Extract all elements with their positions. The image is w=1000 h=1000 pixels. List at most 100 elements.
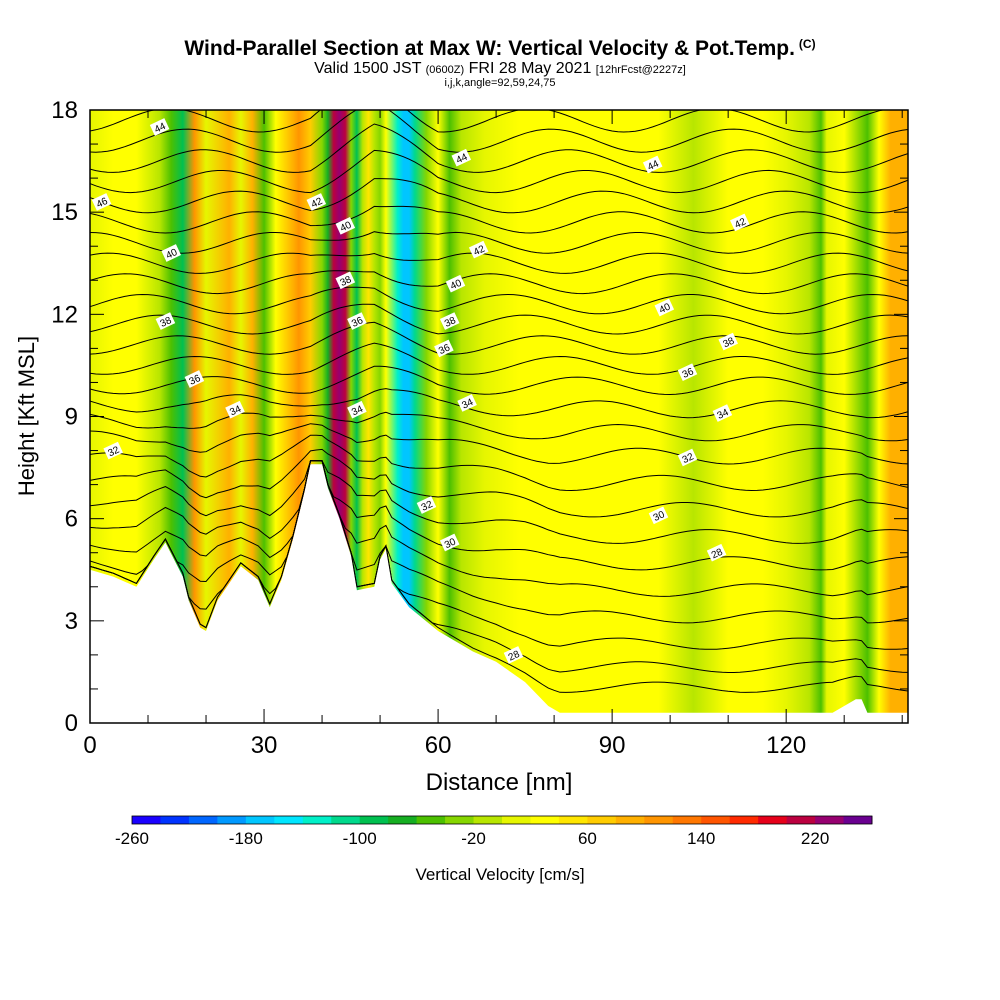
theta-contour-line	[90, 460, 908, 624]
y-tick-label: 6	[65, 506, 78, 533]
theta-contour-line	[90, 149, 908, 194]
x-tick-label: 90	[599, 732, 626, 759]
theta-contour-line	[90, 286, 908, 315]
contour-label-text: 34	[716, 407, 731, 422]
contour-label-text: 40	[449, 278, 464, 293]
colorbar-swatch	[302, 816, 332, 824]
theta-contour-line	[90, 460, 908, 650]
contour-label-text: 44	[455, 152, 470, 167]
theta-contour-line	[90, 423, 908, 465]
colorbar-swatch	[815, 816, 845, 824]
contour-label-text: 32	[420, 499, 435, 514]
theta-contour-labels: 28 28 30 30 32 32 32 34 34 34 34 36 36 36 36 38 38 38 38 40…	[91, 118, 750, 664]
colorbar-swatch	[217, 816, 247, 824]
colorbar-tick-label: 140	[687, 829, 715, 848]
colorbar-swatch	[132, 816, 161, 824]
colorbar-swatch	[388, 816, 418, 824]
contour-label: 42	[730, 213, 750, 232]
colorbar-swatch	[587, 816, 617, 824]
colorbar-swatch	[729, 816, 759, 824]
contour-label-text: 34	[460, 397, 475, 412]
theta-contour-line	[90, 231, 908, 254]
contour-label-text: 42	[733, 216, 748, 231]
theta-contour-line	[90, 411, 908, 442]
contour-label-text: 44	[153, 121, 168, 136]
contour-label: 34	[457, 394, 477, 412]
contour-label: 40	[335, 216, 356, 235]
colorbar-swatch	[274, 816, 304, 824]
colorbar-swatch	[331, 816, 361, 824]
contour-label: 36	[677, 363, 698, 382]
theta-contour-line	[90, 270, 908, 295]
contour-label: 32	[416, 496, 437, 514]
y-axis-label: Height [Kft MSL]	[14, 336, 39, 496]
contour-label-text: 28	[710, 547, 725, 562]
y-tick-label: 9	[65, 404, 78, 431]
contour-label-text: 34	[350, 404, 365, 419]
colorbar-swatch	[473, 816, 503, 824]
contour-label-text: 38	[721, 335, 736, 350]
contour-label: 36	[434, 339, 454, 358]
contour-label: 32	[677, 448, 698, 467]
contour-label: 40	[445, 274, 466, 293]
contour-label: 44	[451, 148, 472, 167]
contour-label: 32	[103, 441, 123, 460]
colorbar-swatch	[445, 816, 475, 824]
theta-contour-line	[90, 342, 908, 375]
contour-label: 40	[654, 298, 675, 317]
contour-label-text: 36	[681, 366, 696, 381]
contour-label-text: 44	[646, 158, 661, 173]
contour-label-text: 32	[106, 444, 121, 459]
contour-label: 40	[161, 244, 181, 262]
chart-subtitle: Valid 1500 JST (0600Z) FRI 28 May 2021 […	[314, 60, 686, 77]
contour-label-text: 36	[350, 315, 365, 330]
colorbar-border	[131, 815, 873, 825]
contour-label-text: 40	[339, 220, 354, 235]
theta-contour-line	[90, 365, 908, 396]
theta-contours	[90, 110, 908, 693]
contour-label-text: 40	[164, 247, 179, 262]
colorbar-swatch	[188, 816, 218, 824]
plot-frame	[89, 109, 909, 724]
contour-label: 34	[347, 400, 367, 419]
contour-label-text: 34	[228, 404, 243, 419]
contour-label-text: 46	[95, 196, 110, 211]
colorbar-tick-label: -180	[229, 829, 263, 848]
contour-label: 30	[439, 533, 460, 552]
contour-label-text: 42	[472, 243, 487, 258]
theta-contour-line	[90, 460, 908, 544]
colorbar-swatch	[359, 816, 389, 824]
colorbar-swatch	[701, 816, 731, 824]
colorbar-tick-label: 60	[578, 829, 597, 848]
contour-label-text: 30	[652, 509, 667, 524]
y-tick-label: 0	[65, 710, 78, 737]
x-axis-label: Distance [nm]	[426, 769, 573, 796]
contour-label: 36	[347, 312, 367, 330]
theta-contour-line	[90, 252, 908, 274]
terrain	[90, 464, 908, 723]
colorbar-tick-label: -100	[343, 829, 377, 848]
colorbar-swatch	[672, 816, 702, 824]
colorbar-swatch	[416, 816, 446, 824]
theta-contour-line	[90, 434, 908, 492]
colorbar-swatch	[502, 816, 531, 824]
contour-label: 38	[439, 312, 460, 330]
theta-contour-line	[90, 460, 908, 571]
contour-label: 30	[648, 506, 669, 525]
contour-label-text: 36	[188, 373, 203, 388]
theta-contour-line	[90, 460, 908, 597]
contour-label: 44	[642, 155, 663, 174]
contour-label-text: 38	[159, 315, 174, 330]
x-tick-label: 60	[425, 732, 452, 759]
colorbar-swatch	[558, 816, 588, 824]
colorbar-tick-label: 220	[801, 829, 829, 848]
theta-contour-line	[90, 388, 908, 419]
contour-label: 36	[184, 370, 205, 388]
contour-label: 28	[503, 646, 524, 664]
theta-contour-line	[90, 123, 908, 173]
y-tick-label: 3	[65, 608, 78, 635]
x-tick-label: 120	[766, 732, 806, 759]
colorbar-label: Vertical Velocity [cm/s]	[415, 865, 584, 884]
contour-label: 38	[155, 312, 176, 330]
